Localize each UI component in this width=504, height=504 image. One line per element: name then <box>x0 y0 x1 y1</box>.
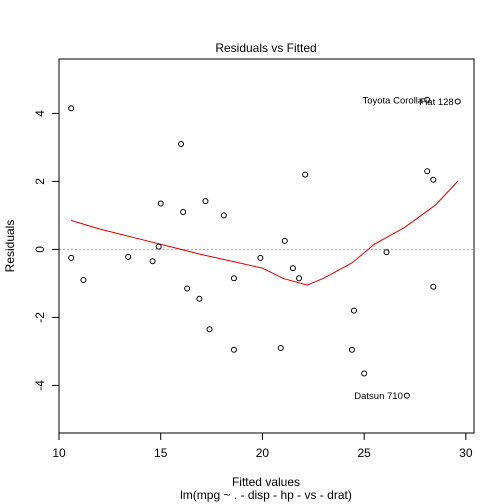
residual-point <box>430 283 437 290</box>
residual-point <box>68 105 75 112</box>
residual-point <box>180 209 187 215</box>
residual-point <box>155 243 162 250</box>
x-axis-label: Fitted values <box>232 475 300 489</box>
residual-point <box>230 275 237 282</box>
residual-point <box>202 198 209 205</box>
y-axis-label: Residuals <box>3 220 17 273</box>
chart-title: Residuals vs Fitted <box>215 41 316 55</box>
residual-point <box>125 253 132 260</box>
point-label: Toyota Corolla <box>362 95 423 106</box>
residual-point <box>302 171 309 178</box>
point-label: Fiat 128 <box>419 97 453 108</box>
residual-point <box>424 96 431 103</box>
residual-point <box>403 392 410 399</box>
y-tick-label: -4 <box>33 380 47 391</box>
x-tick-label: 25 <box>357 446 371 460</box>
residual-point <box>149 258 156 265</box>
residual-point <box>196 295 203 302</box>
residual-point <box>383 249 390 256</box>
residual-point <box>454 98 461 105</box>
residual-points <box>68 96 461 399</box>
y-tick-label: 2 <box>33 178 47 185</box>
y-axis: -4 -2 0 2 4 <box>33 110 60 391</box>
x-tick-label: 10 <box>52 446 66 460</box>
residual-point <box>350 307 357 314</box>
residual-point <box>157 200 164 207</box>
x-tick-label: 20 <box>256 446 270 460</box>
residual-point <box>361 370 368 377</box>
x-tick-label: 15 <box>154 446 168 460</box>
residual-point <box>348 346 355 353</box>
residual-point <box>220 212 227 219</box>
y-tick-label: 4 <box>33 110 47 117</box>
residual-point <box>296 275 303 282</box>
residual-point <box>206 326 213 333</box>
residual-point <box>424 168 431 175</box>
y-tick-label: -2 <box>33 312 47 323</box>
residual-point <box>277 345 284 351</box>
x-tick-label: 30 <box>459 446 473 460</box>
x-axis-subtitle: lm(mpg ~ . - disp - hp - vs - drat) <box>180 488 352 502</box>
residual-point <box>68 254 75 261</box>
residual-point <box>80 277 87 283</box>
residual-point <box>289 265 296 272</box>
y-tick-label: 0 <box>33 246 47 253</box>
smooth-line <box>71 181 459 286</box>
residual-point <box>430 176 437 183</box>
residual-point <box>281 237 288 244</box>
residual-point <box>178 141 185 147</box>
x-axis: 10 15 20 25 30 <box>52 432 473 460</box>
point-label: Datsun 710 <box>354 391 403 402</box>
residual-point <box>230 346 237 353</box>
residual-point <box>257 254 264 261</box>
residual-point <box>184 285 191 292</box>
